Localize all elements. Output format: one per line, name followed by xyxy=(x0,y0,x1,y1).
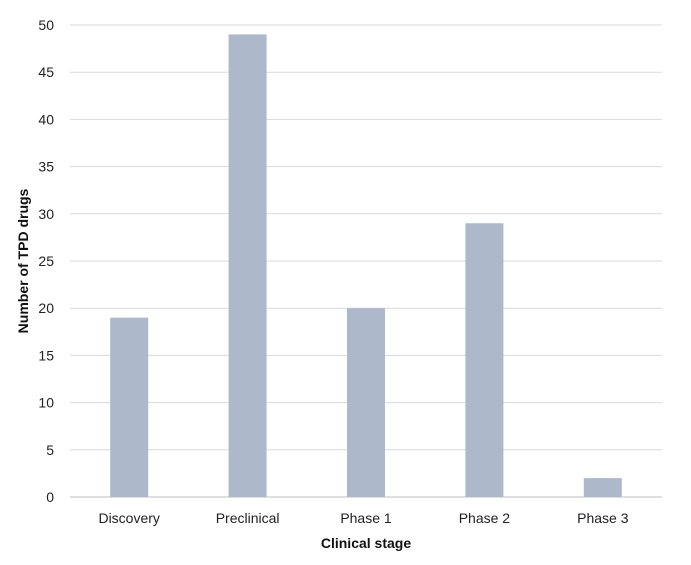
y-tick-label: 0 xyxy=(46,489,54,505)
x-tick-label: Phase 3 xyxy=(577,510,629,526)
y-tick-label: 10 xyxy=(38,395,54,411)
y-tick-label: 25 xyxy=(38,253,54,269)
x-axis-title: Clinical stage xyxy=(321,535,411,551)
bar-phase-2 xyxy=(465,223,504,498)
x-tick-label: Discovery xyxy=(98,510,159,526)
y-tick-label: 50 xyxy=(38,17,54,33)
bar-phase-1 xyxy=(347,308,385,497)
y-tick-label: 30 xyxy=(38,206,54,222)
bar-preclinical xyxy=(228,34,267,497)
x-tick-label: Phase 1 xyxy=(340,510,392,526)
x-tick-label: Phase 2 xyxy=(459,510,511,526)
bars xyxy=(110,34,622,498)
x-tick-label: Preclinical xyxy=(216,510,280,526)
bar-discovery xyxy=(110,317,149,497)
bar-phase-3 xyxy=(583,478,622,497)
y-axis-title: Number of TPD drugs xyxy=(15,188,31,333)
y-tick-labels: 0 5 10 15 20 25 30 35 40 45 50 xyxy=(38,17,54,505)
y-tick-label: 20 xyxy=(38,300,54,316)
y-tick-label: 40 xyxy=(38,111,54,127)
x-tick-labels: Discovery Preclinical Phase 1 Phase 2 Phase … xyxy=(98,510,628,526)
y-tick-label: 35 xyxy=(38,159,54,175)
y-tick-label: 5 xyxy=(46,442,54,458)
y-tick-label: 15 xyxy=(38,347,54,363)
y-tick-label: 45 xyxy=(38,64,54,80)
